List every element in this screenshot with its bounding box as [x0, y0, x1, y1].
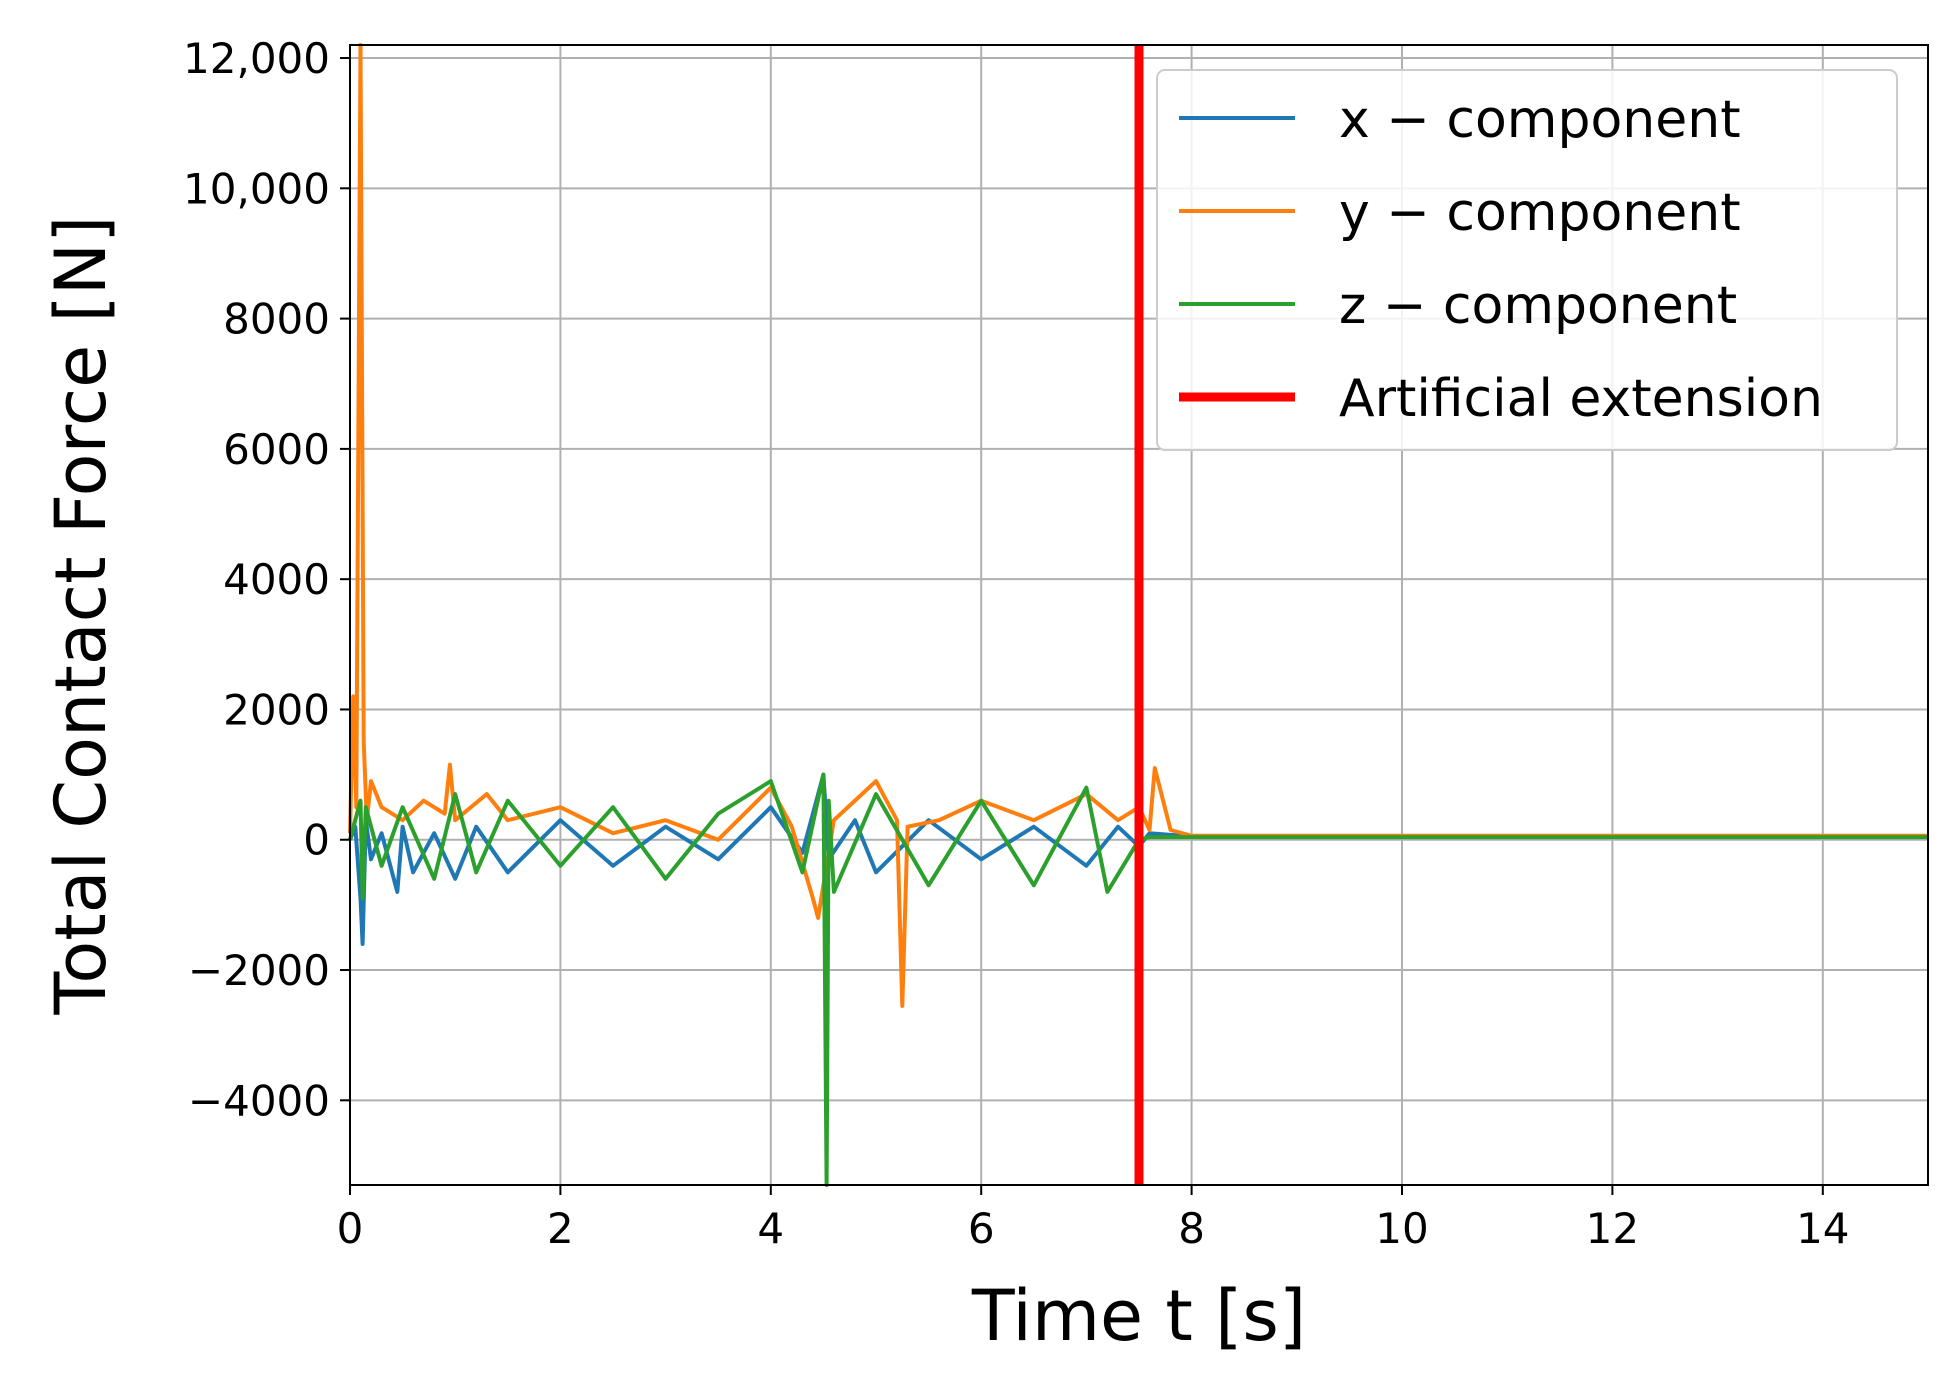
axis-ticks: 0 2 4 6 8 10 12 14 −4000 −2000 0 2000 4000 6000 8000 10…	[183, 34, 1849, 1253]
series-line	[348, 772, 1928, 946]
x-tick-label: 0	[337, 1204, 364, 1253]
y-tick-label: −2000	[188, 946, 330, 995]
x-tick-label: 12	[1586, 1204, 1639, 1253]
legend-label: x − component	[1339, 90, 1741, 150]
plot-frame	[349, 44, 1929, 1186]
x-tick-label: 4	[757, 1204, 784, 1253]
x-tick-label: 2	[547, 1204, 574, 1253]
legend-label: Artificial extension	[1339, 369, 1823, 429]
legend-label: z − component	[1339, 276, 1737, 336]
y-tick-label: 0	[303, 816, 330, 865]
series-line	[348, 772, 1928, 1187]
y-tick-label: 8000	[223, 295, 330, 344]
legend-label: y − component	[1339, 183, 1741, 243]
y-tick-label: 12,000	[183, 34, 330, 83]
y-tick-label: 6000	[223, 425, 330, 474]
x-tick-label: 6	[968, 1204, 995, 1253]
y-tick-label: 10,000	[183, 164, 330, 213]
y-tick-label: 4000	[223, 555, 330, 604]
x-tick-label: 10	[1375, 1204, 1428, 1253]
legend: x − component y − component z − component A…	[1156, 69, 1898, 451]
x-axis-label: Time t [s]	[971, 1275, 1306, 1357]
legend-box	[1156, 69, 1898, 451]
y-tick-label: −4000	[188, 1076, 330, 1125]
x-tick-label: 14	[1796, 1204, 1849, 1253]
y-tick-label: 2000	[223, 685, 330, 734]
y-axis-label: Total Contact Force [N]	[40, 216, 122, 1016]
x-tick-label: 8	[1178, 1204, 1205, 1253]
